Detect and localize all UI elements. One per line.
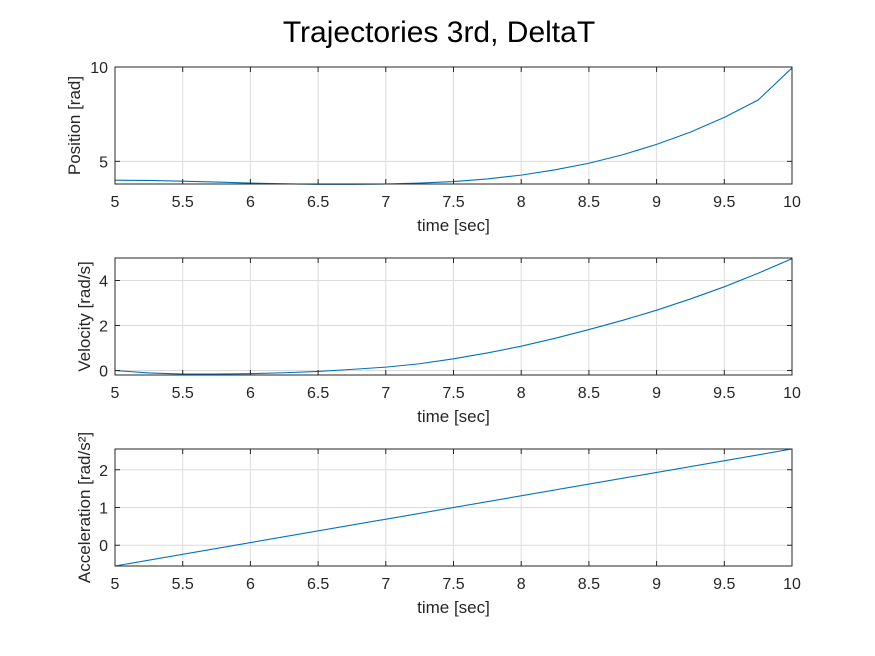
acceleration-x-tick-label: 7.5 — [442, 576, 464, 593]
velocity-x-tick-label: 7 — [381, 385, 390, 402]
acceleration-x-tick-label: 10 — [783, 576, 801, 593]
acceleration-x-axis-label: time [sec] — [417, 598, 490, 617]
velocity-x-tick-label: 6.5 — [307, 385, 329, 402]
velocity-x-tick-label: 8 — [517, 385, 526, 402]
velocity-x-tick-label: 6 — [246, 385, 255, 402]
acceleration-x-tick-label: 8 — [517, 576, 526, 593]
velocity-y-tick-label: 4 — [99, 274, 108, 291]
acceleration-x-tick-label: 9.5 — [713, 576, 735, 593]
acceleration-y-axis-label: Acceleration [rad/s²] — [75, 432, 94, 583]
acceleration-x-tick-label: 7 — [381, 576, 390, 593]
velocity-series-line — [114, 258, 793, 375]
acceleration-y-tick-label: 2 — [99, 463, 108, 480]
velocity-x-tick-label: 9 — [652, 385, 661, 402]
acceleration-y-tick-label: 0 — [99, 538, 108, 555]
position-x-tick-label: 8.5 — [578, 194, 600, 211]
position-x-tick-label: 6 — [246, 194, 255, 211]
position-x-tick-label: 5.5 — [172, 194, 194, 211]
position-x-tick-label: 10 — [783, 194, 801, 211]
acceleration-y-tick-label: 1 — [99, 501, 108, 518]
velocity-x-tick-label: 7.5 — [442, 385, 464, 402]
position-x-tick-label: 9.5 — [713, 194, 735, 211]
velocity-x-tick-label: 9.5 — [713, 385, 735, 402]
acceleration-series-line — [114, 448, 793, 567]
acceleration-x-tick-label: 9 — [652, 576, 661, 593]
velocity-x-axis-label: time [sec] — [417, 407, 490, 426]
position-x-axis-label: time [sec] — [417, 216, 490, 235]
position-x-tick-label: 5 — [111, 194, 120, 211]
velocity-y-tick-label: 0 — [99, 364, 108, 381]
acceleration-x-tick-label: 5.5 — [172, 576, 194, 593]
position-x-tick-label: 7 — [381, 194, 390, 211]
position-y-axis-label: Position [rad] — [65, 76, 84, 175]
position-subplot: 5 5.5 6 6.5 7 7.5 8 8.5 9 9.5 10 5 10 time [sec] Posit… — [65, 60, 801, 235]
position-y-tick-label: 5 — [99, 154, 108, 171]
position-x-tick-label: 7.5 — [442, 194, 464, 211]
acceleration-subplot: 5 5.5 6 6.5 7 7.5 8 8.5 9 9.5 10 0 1 2 time [sec] Accel… — [75, 432, 801, 617]
acceleration-x-tick-label: 6 — [246, 576, 255, 593]
position-y-tick-label: 10 — [90, 60, 108, 77]
velocity-y-axis-label: Velocity [rad/s] — [75, 261, 94, 372]
velocity-subplot: 5 5.5 6 6.5 7 7.5 8 8.5 9 9.5 10 0 2 4 time [sec] Veloc… — [75, 257, 801, 426]
position-x-tick-label: 9 — [652, 194, 661, 211]
acceleration-x-tick-label: 5 — [111, 576, 120, 593]
position-x-tick-label: 6.5 — [307, 194, 329, 211]
acceleration-x-tick-label: 8.5 — [578, 576, 600, 593]
figure-title: Trajectories 3rd, DeltaT — [283, 16, 595, 49]
velocity-x-tick-label: 5.5 — [172, 385, 194, 402]
velocity-y-tick-label: 2 — [99, 319, 108, 336]
acceleration-x-tick-label: 6.5 — [307, 576, 329, 593]
velocity-x-tick-label: 5 — [111, 385, 120, 402]
position-x-tick-label: 8 — [517, 194, 526, 211]
velocity-x-tick-label: 8.5 — [578, 385, 600, 402]
velocity-x-tick-label: 10 — [783, 385, 801, 402]
